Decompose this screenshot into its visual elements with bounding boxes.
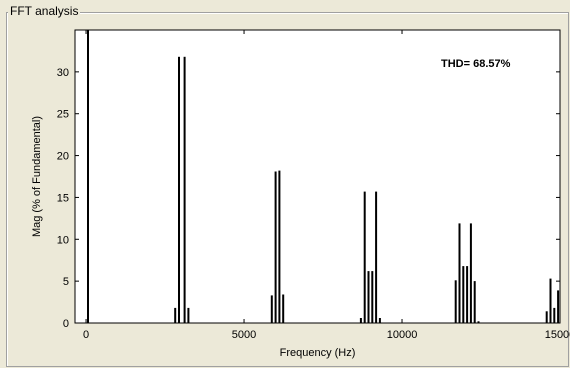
- y-tick-label-3: 15: [57, 192, 69, 204]
- y-axis-label: Mag (% of Fundamental): [31, 116, 43, 237]
- bar-17: [462, 266, 465, 323]
- panel-frame: [6, 12, 569, 367]
- bar-25: [557, 290, 560, 323]
- thd-annotation: THD= 68.57%: [441, 58, 511, 70]
- y-tick-label-4: 20: [57, 151, 69, 163]
- bar-21: [477, 321, 480, 323]
- y-tick-label-1: 5: [63, 276, 69, 288]
- bar-11: [367, 271, 370, 323]
- bar-2: [178, 56, 180, 324]
- x-axis-label: Frequency (Hz): [280, 347, 356, 359]
- bar-16: [458, 223, 461, 323]
- bar-4: [187, 307, 190, 323]
- bar-18: [466, 266, 469, 323]
- bar-14: [378, 318, 381, 323]
- plot-area: [75, 30, 560, 323]
- bar-22: [545, 311, 548, 323]
- bar-1: [174, 307, 177, 323]
- x-tick-label-1: 5000: [232, 329, 256, 341]
- bar-5: [270, 295, 273, 323]
- bar-10: [363, 191, 366, 323]
- bar-23: [549, 278, 552, 323]
- bar-24: [553, 307, 556, 323]
- axes-box: [74, 29, 561, 324]
- bar-8: [282, 294, 285, 323]
- bar-13: [375, 191, 378, 323]
- bar-7: [278, 170, 281, 323]
- bar-20: [473, 281, 476, 323]
- y-tick-label-0: 0: [63, 318, 69, 330]
- bar-19: [469, 223, 472, 323]
- y-tick-label-6: 30: [57, 67, 69, 79]
- y-tick-label-5: 25: [57, 109, 69, 121]
- bar-12: [371, 271, 374, 323]
- y-tick-label-2: 10: [57, 234, 69, 246]
- bar-15: [454, 280, 457, 323]
- x-tick-label-2: 10000: [387, 329, 418, 341]
- bar-0: [87, 30, 89, 323]
- x-tick-label-0: 0: [83, 329, 89, 341]
- bar-6: [274, 171, 277, 323]
- bar-3: [183, 56, 186, 324]
- bar-9: [359, 318, 362, 323]
- panel-title: FFT analysis: [8, 4, 81, 18]
